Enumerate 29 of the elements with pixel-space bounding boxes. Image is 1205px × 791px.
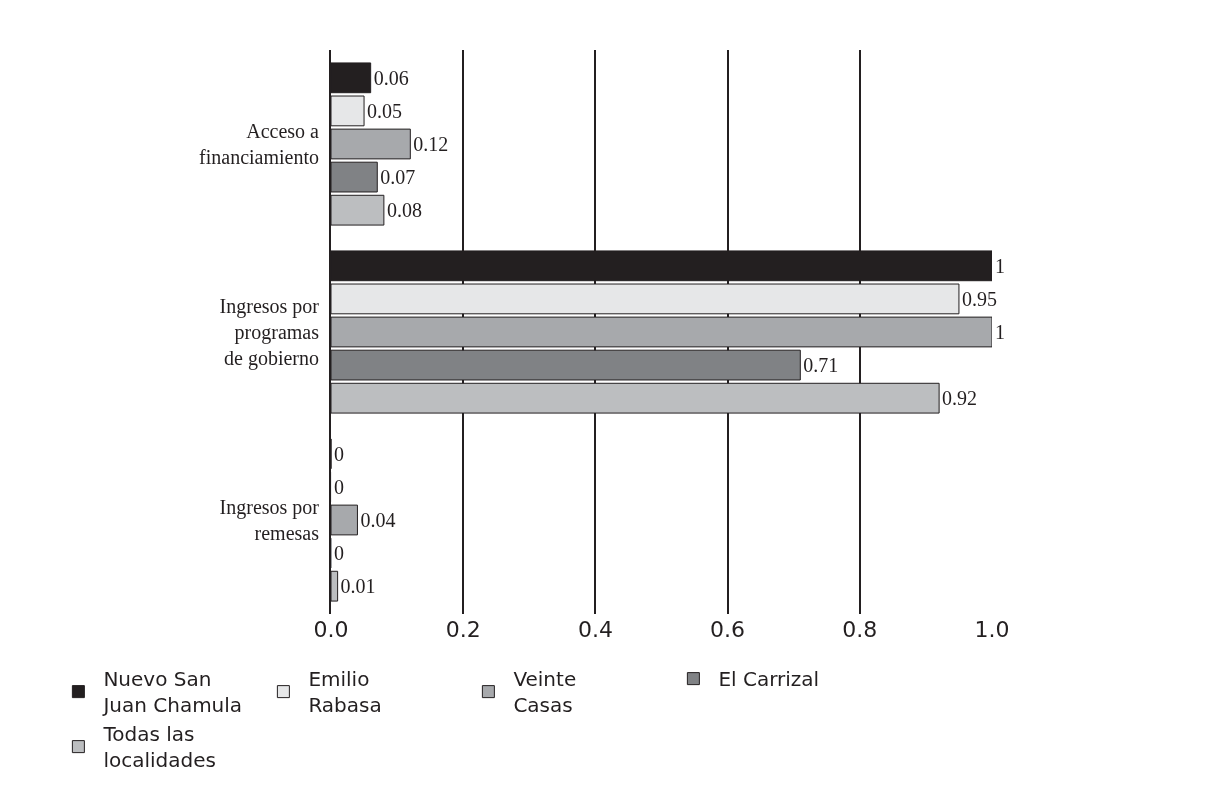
legend-label: Todas las localidades	[102, 722, 216, 773]
data-label: 1	[995, 321, 1005, 343]
data-label: 0	[334, 442, 344, 465]
x-tick-label: 0.6	[710, 617, 746, 642]
data-label: 0.06	[373, 66, 409, 89]
data-label: 0	[334, 475, 344, 498]
x-tick-label: 0.2	[445, 617, 481, 642]
x-tick-label: 0.8	[842, 617, 878, 642]
legend-label: Emilio Rabasa	[308, 667, 382, 718]
data-label: 0.95	[961, 287, 997, 310]
y-tick-label: Ingresos por programas de gobierno	[219, 295, 320, 370]
data-label: 0.08	[386, 199, 422, 222]
legend-label: Veinte Casas	[513, 667, 577, 718]
x-tick-label: 0.0	[313, 617, 349, 642]
data-label: 0.12	[413, 133, 449, 155]
data-label: 0.92	[942, 387, 978, 410]
legend-label: El Carrizal	[718, 667, 820, 692]
data-label: 0.04	[360, 509, 396, 531]
legend-label: Nuevo San Juan Chamula	[101, 667, 243, 718]
data-label: 0.01	[340, 575, 376, 598]
y-tick-label: Acceso a financiamiento	[199, 120, 320, 168]
x-tick-label: 1.0	[974, 617, 1010, 642]
y-tick-label: Ingresos por remesas	[219, 496, 320, 544]
x-tick-label: 0.4	[577, 617, 613, 642]
data-label: 1	[995, 254, 1005, 277]
data-label: 0.71	[803, 354, 839, 377]
data-label: 0.07	[380, 166, 416, 189]
data-label: 0.05	[367, 99, 403, 122]
data-label: 0	[334, 542, 344, 565]
